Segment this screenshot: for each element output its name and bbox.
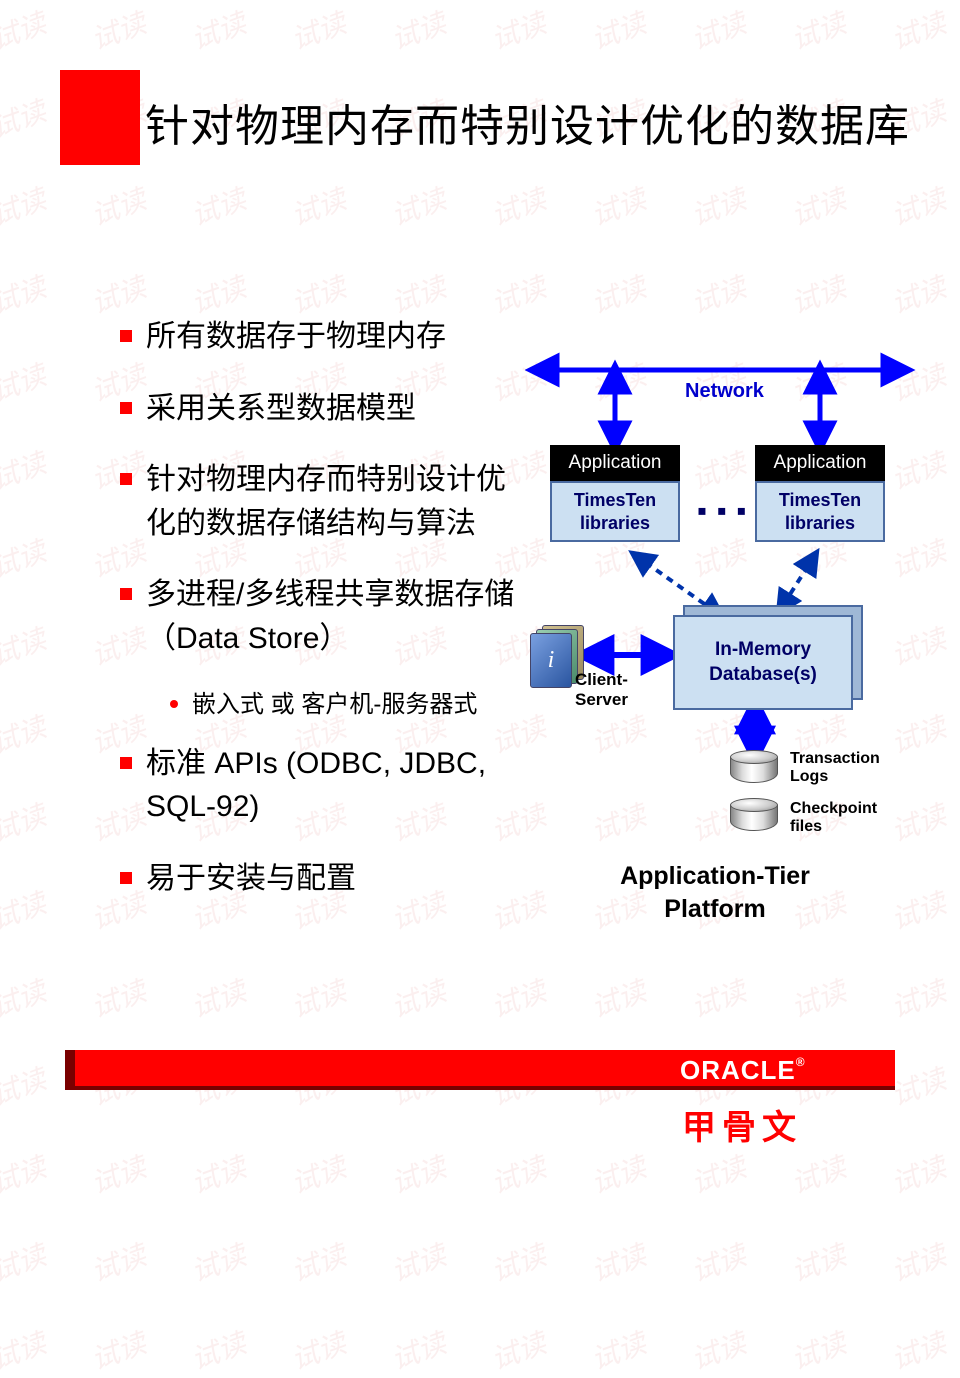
app1-libraries: TimesTenlibraries	[550, 481, 680, 542]
checkpoint-files-label: Checkpointfiles	[790, 800, 877, 837]
bullet-text: 标准 APIs (ODBC, JDBC, SQL-92)	[146, 742, 530, 829]
bullet-text: 采用关系型数据模型	[146, 387, 416, 431]
app1-header: Application	[550, 445, 680, 481]
bullet-level1: 标准 APIs (ODBC, JDBC, SQL-92)	[120, 742, 530, 829]
app2-libraries: TimesTenlibraries	[755, 481, 885, 542]
bullet-level1: 针对物理内存而特别设计优化的数据存储结构与算法	[120, 458, 530, 545]
bullet-level1: 采用关系型数据模型	[120, 387, 530, 431]
transaction-logs-cylinder-icon	[730, 750, 778, 783]
platform-label: Application-TierPlatform	[585, 860, 845, 925]
application-box-1: Application TimesTenlibraries	[550, 445, 680, 542]
bullet-square-icon	[120, 872, 132, 884]
architecture-diagram: Network Application TimesTenlibraries Ap…	[525, 350, 925, 970]
application-box-2: Application TimesTenlibraries	[755, 445, 885, 542]
bullet-square-icon	[120, 402, 132, 414]
bullet-text: 针对物理内存而特别设计优化的数据存储结构与算法	[146, 458, 530, 545]
bullet-level1: 易于安装与配置	[120, 857, 530, 901]
bullet-level1: 多进程/多线程共享数据存储（Data Store）	[120, 573, 530, 660]
bullet-text: 易于安装与配置	[146, 857, 356, 901]
client-server-label: Client-Server	[575, 670, 628, 711]
bullet-level2: 嵌入式 或 客户机-服务器式	[170, 688, 530, 722]
in-memory-db-box: In-MemoryDatabase(s)	[673, 615, 853, 710]
bullet-text: 多进程/多线程共享数据存储（Data Store）	[146, 573, 530, 660]
bullet-text: 所有数据存于物理内存	[146, 315, 446, 359]
app2-header: Application	[755, 445, 885, 481]
transaction-logs-label: TransactionLogs	[790, 750, 880, 787]
slide-title: 针对物理内存而特别设计优化的数据库	[145, 90, 910, 154]
network-label: Network	[685, 380, 764, 403]
bullet-list: 所有数据存于物理内存采用关系型数据模型针对物理内存而特别设计优化的数据存储结构与…	[120, 315, 530, 928]
bullet-level1: 所有数据存于物理内存	[120, 315, 530, 359]
title-accent-square	[60, 70, 140, 165]
bullet-square-icon	[120, 330, 132, 342]
oracle-logo: ORACLE®	[680, 1055, 806, 1086]
bullet-text: 嵌入式 或 客户机-服务器式	[192, 688, 477, 722]
bullet-dot-icon	[170, 700, 178, 708]
bullet-square-icon	[120, 757, 132, 769]
bullet-square-icon	[120, 588, 132, 600]
ellipsis-icon: ▪ ▪ ▪	[697, 495, 747, 527]
slide: 针对物理内存而特别设计优化的数据库 所有数据存于物理内存采用关系型数据模型针对物…	[0, 0, 960, 1357]
oracle-logo-cn: 甲骨文	[682, 1100, 802, 1149]
checkpoint-files-cylinder-icon	[730, 798, 778, 831]
bullet-square-icon	[120, 473, 132, 485]
